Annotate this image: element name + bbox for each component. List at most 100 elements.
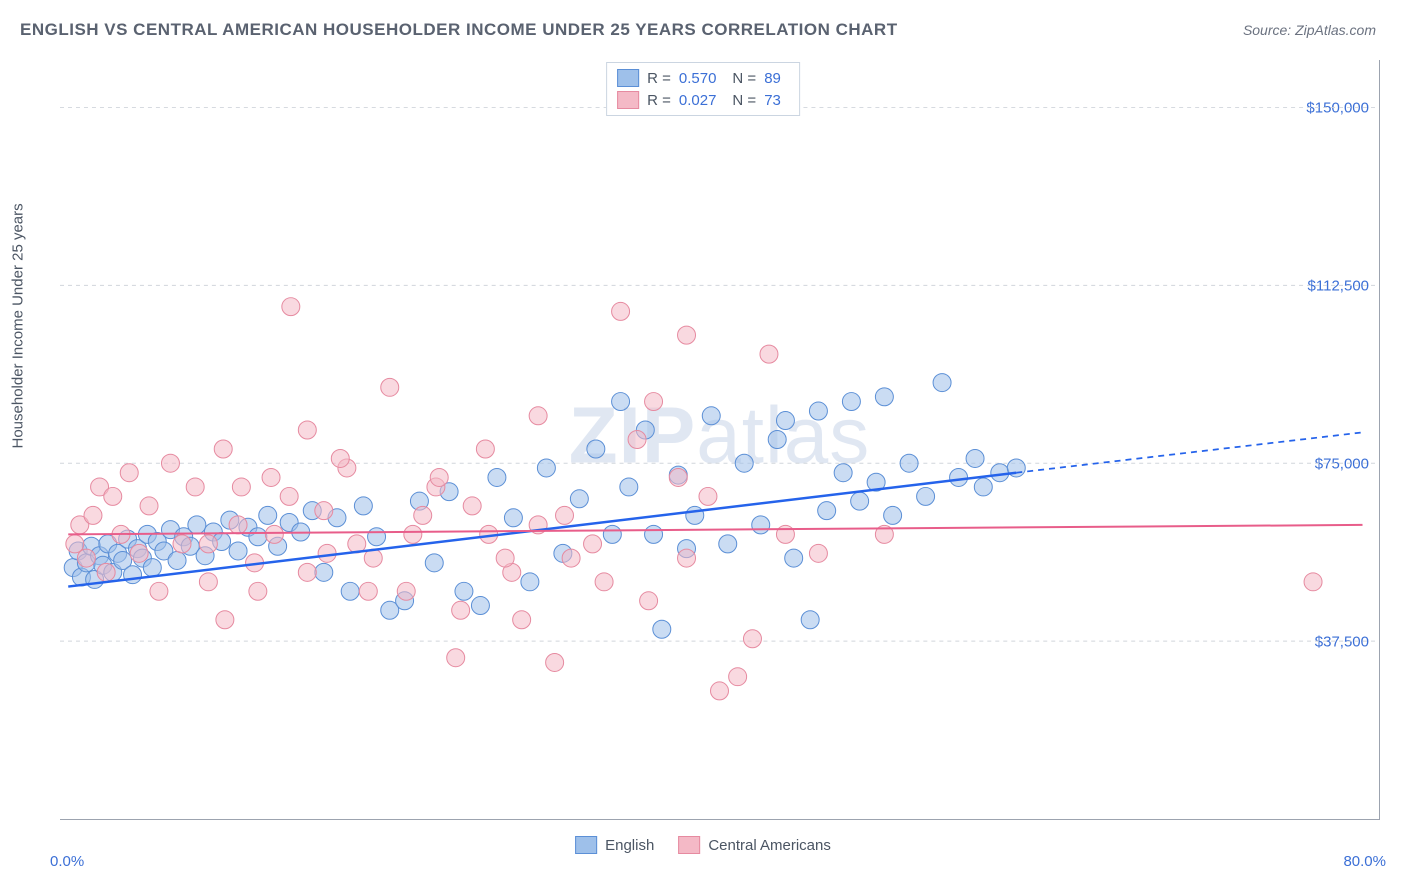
data-point [161,454,179,472]
data-point [173,535,191,553]
data-point [851,492,869,510]
data-point [776,412,794,430]
data-point [686,506,704,524]
data-point [809,402,827,420]
data-point [216,611,234,629]
data-point [719,535,737,553]
data-point [521,573,539,591]
data-point [917,487,935,505]
data-point [900,454,918,472]
data-point [447,649,465,667]
data-point [188,516,206,534]
data-point [124,566,142,584]
data-point [130,544,148,562]
legend-label-central: Central Americans [708,837,831,854]
data-point [229,542,247,560]
data-point [452,601,470,619]
data-point [232,478,250,496]
data-point [504,509,522,527]
data-point [368,528,386,546]
data-point [430,468,448,486]
data-point [315,563,333,581]
legend-swatch-english [617,69,639,87]
data-point [735,454,753,472]
data-point [950,468,968,486]
data-point [249,528,267,546]
data-point [104,487,122,505]
data-point [66,535,84,553]
data-point [77,549,95,567]
data-point [476,440,494,458]
data-point [752,516,770,534]
data-point [262,468,280,486]
data-point [818,502,836,520]
data-point [529,407,547,425]
legend-item-central: Central Americans [678,836,831,854]
data-point [404,525,422,543]
data-point [699,487,717,505]
data-point [834,464,852,482]
data-point [496,549,514,567]
trend-line-extrapolated [1016,432,1362,472]
data-point [669,468,687,486]
data-point [315,502,333,520]
scatter-svg [60,60,1379,819]
r-value-english: 0.570 [679,70,717,87]
data-point [678,326,696,344]
data-point [702,407,720,425]
data-point [645,525,663,543]
data-point [354,497,372,515]
data-point [143,559,161,577]
data-point [513,611,531,629]
data-point [620,478,638,496]
data-point [471,597,489,615]
data-point [678,549,696,567]
legend-row-central: R = 0.027 N = 73 [617,89,789,111]
data-point [298,421,316,439]
data-point [463,497,481,515]
r-value-central: 0.027 [679,92,717,109]
data-point [587,440,605,458]
data-point [488,468,506,486]
legend-swatch-english-b [575,836,597,854]
data-point [249,582,267,600]
data-point [265,525,283,543]
data-point [259,506,277,524]
data-point [186,478,204,496]
data-point [974,478,992,496]
data-point [933,374,951,392]
n-value-central: 73 [764,92,781,109]
y-axis-label: Householder Income Under 25 years [10,203,27,448]
data-point [84,506,102,524]
data-point [168,551,186,569]
data-point [584,535,602,553]
data-point [381,378,399,396]
x-axis-min-label: 0.0% [50,853,84,870]
source-label: Source: ZipAtlas.com [1243,22,1376,38]
legend-swatch-central-b [678,836,700,854]
data-point [729,668,747,686]
data-point [640,592,658,610]
data-point [760,345,778,363]
data-point [768,431,786,449]
chart-container: ENGLISH VS CENTRAL AMERICAN HOUSEHOLDER … [0,0,1406,892]
data-point [425,554,443,572]
data-point [97,563,115,581]
plot-area: ZIPatlas $37,500$75,000$112,500$150,000 [60,60,1380,820]
data-point [785,549,803,567]
data-point [318,544,336,562]
data-point [546,653,564,671]
data-point [743,630,761,648]
data-point [280,487,298,505]
legend-series: English Central Americans [575,836,831,854]
data-point [120,464,138,482]
data-point [875,388,893,406]
data-point [612,393,630,411]
data-point [229,516,247,534]
data-point [331,449,349,467]
data-point [595,573,613,591]
data-point [282,298,300,316]
chart-title: ENGLISH VS CENTRAL AMERICAN HOUSEHOLDER … [20,20,898,40]
x-axis-max-label: 80.0% [1343,853,1386,870]
n-value-english: 89 [764,70,781,87]
